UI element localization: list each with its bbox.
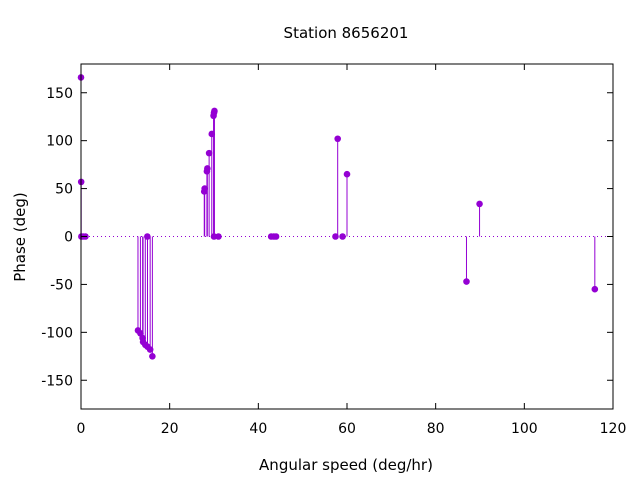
y-tick-label: 100 <box>46 134 73 150</box>
x-tick-label: 0 <box>77 421 86 437</box>
data-point <box>272 233 280 240</box>
y-tick-label: -100 <box>41 325 73 341</box>
x-tick-label: 40 <box>249 421 267 437</box>
data-point <box>476 200 483 208</box>
plot-area <box>77 63 614 410</box>
data-point <box>208 130 216 138</box>
y-axis-label: Phase (deg) <box>11 192 29 282</box>
data-point <box>211 107 218 115</box>
y-tick-label: -50 <box>50 277 73 293</box>
data-point <box>205 149 213 157</box>
y-tick-label: 150 <box>46 86 73 102</box>
data-point <box>591 285 599 293</box>
x-tick-label: 20 <box>161 421 179 437</box>
x-tick-label: 80 <box>427 421 445 437</box>
data-point <box>204 165 211 172</box>
data-point <box>146 346 154 353</box>
data-point <box>201 185 208 192</box>
data-point <box>343 170 351 178</box>
data-point <box>215 233 222 240</box>
data-point <box>149 352 156 360</box>
data-point <box>463 278 470 285</box>
stems <box>80 77 596 357</box>
y-tick-label: 50 <box>55 182 73 198</box>
data-point <box>144 233 151 240</box>
data-point <box>339 233 346 240</box>
y-axis-ticks: -150 -100 -50 0 50 100 150 <box>41 86 613 389</box>
y-tick-label: 0 <box>64 230 73 246</box>
x-tick-label: 100 <box>511 421 538 437</box>
data-point <box>334 135 341 143</box>
chart-title: Station 8656201 <box>284 24 409 42</box>
x-axis-label: Angular speed (deg/hr) <box>259 456 433 474</box>
x-axis-ticks: 0 20 40 60 80 100 120 <box>77 64 627 437</box>
y-tick-label: -150 <box>41 373 73 389</box>
data-point <box>332 233 339 240</box>
x-tick-label: 120 <box>600 421 627 437</box>
x-tick-label: 60 <box>338 421 356 437</box>
